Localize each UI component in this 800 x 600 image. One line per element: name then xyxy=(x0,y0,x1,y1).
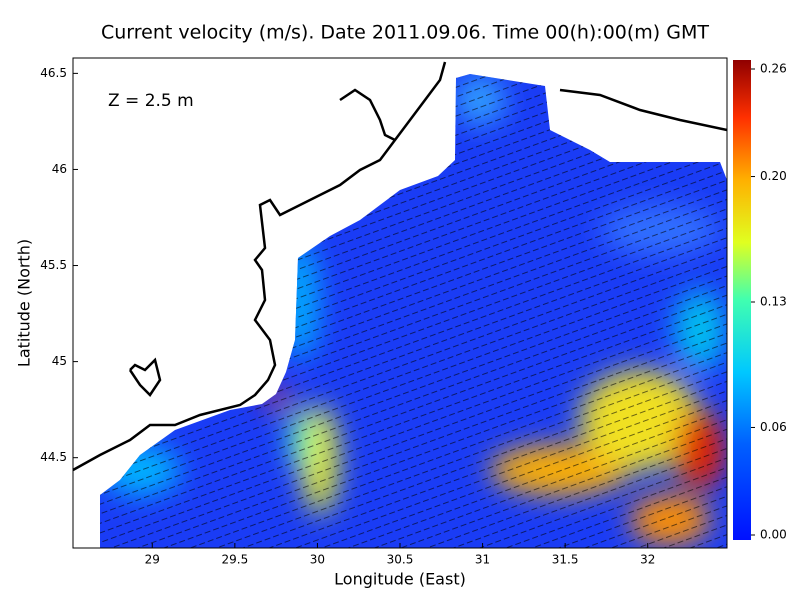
y-tick-label: 45.5 xyxy=(40,258,67,272)
y-tick-label: 46.5 xyxy=(40,66,67,80)
x-tick-label: 31 xyxy=(475,553,490,567)
x-tick-label: 32 xyxy=(640,553,655,567)
coastline xyxy=(72,61,728,472)
y-tick-label: 45 xyxy=(52,354,67,368)
colorbar xyxy=(733,60,751,540)
colorbar-tick-label: 0.20 xyxy=(760,169,787,183)
colorbar-tick-label: 0.00 xyxy=(760,528,787,542)
x-tick-label: 30 xyxy=(310,553,325,567)
colorbar-tick-label: 0.26 xyxy=(760,62,787,76)
colorbar-tick-label: 0.13 xyxy=(760,295,787,309)
x-tick-label: 31.5 xyxy=(552,553,579,567)
y-axis-label: Latitude (North) xyxy=(15,239,34,367)
y-tick-label: 46 xyxy=(52,162,67,176)
x-axis-label: Longitude (East) xyxy=(334,570,466,589)
colorbar-tick-label: 0.06 xyxy=(760,420,787,434)
depth-annotation: Z = 2.5 m xyxy=(108,91,194,111)
x-tick-label: 30.5 xyxy=(387,553,414,567)
chart-title: Current velocity (m/s). Date 2011.09.06.… xyxy=(101,22,709,44)
x-tick-label: 29 xyxy=(145,553,160,567)
x-tick-label: 29.5 xyxy=(221,553,248,567)
y-tick-label: 44.5 xyxy=(40,450,67,464)
